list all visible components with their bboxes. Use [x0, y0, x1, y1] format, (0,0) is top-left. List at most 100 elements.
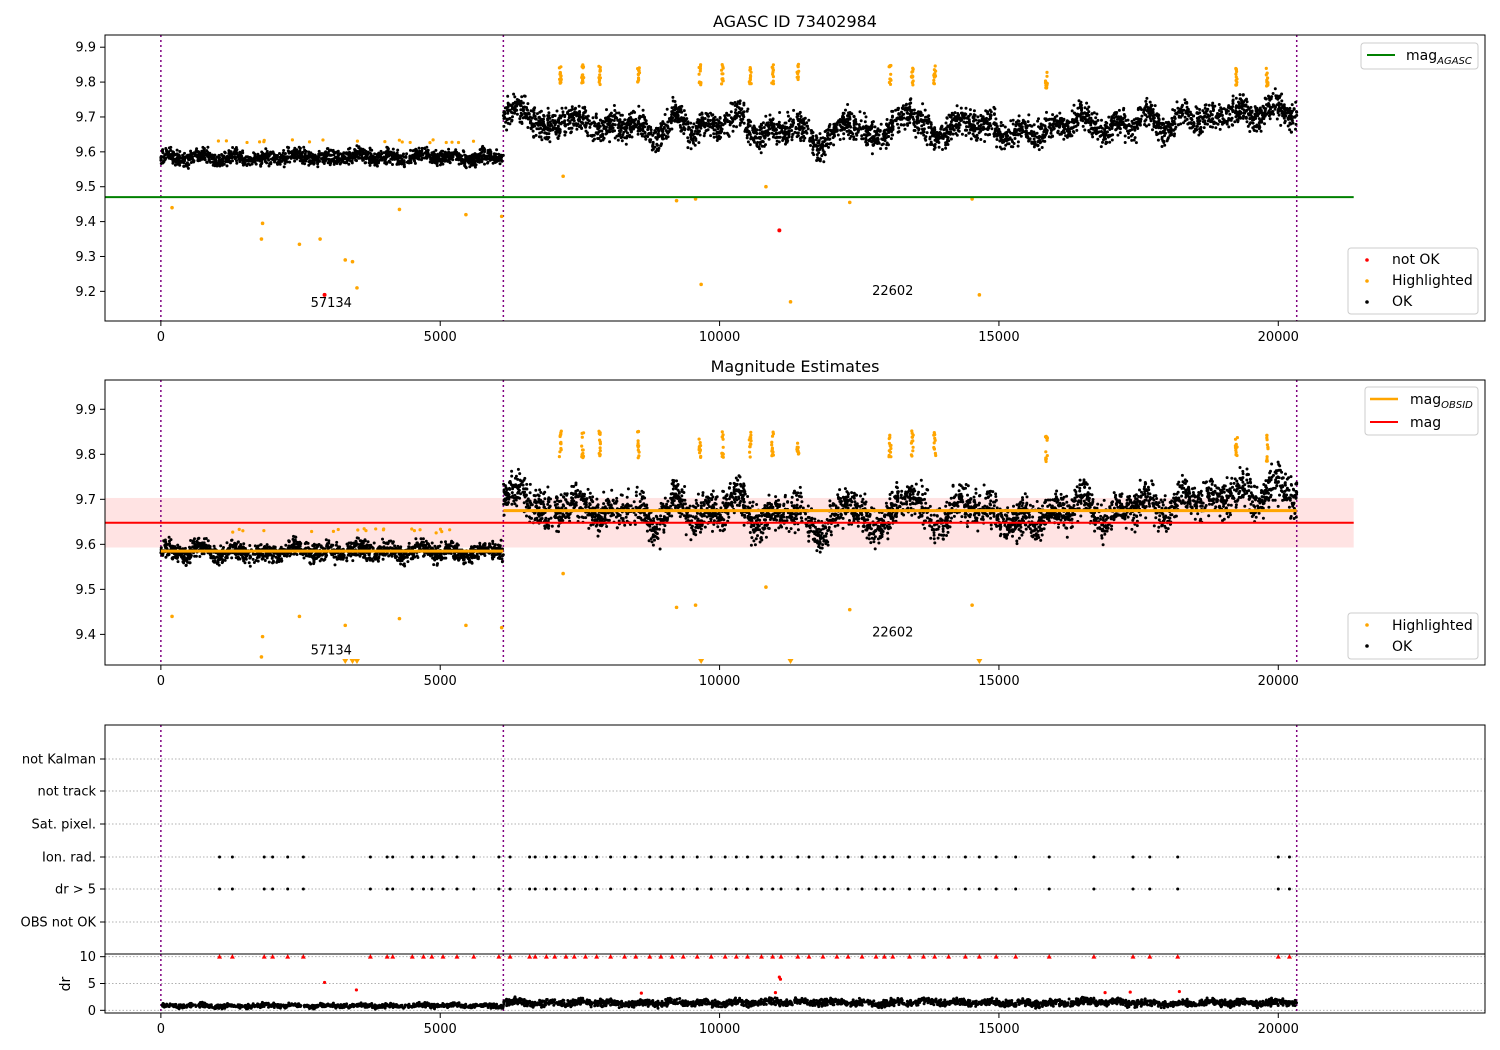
- ok-point: [1189, 116, 1193, 120]
- ok-point: [871, 136, 875, 140]
- ok-point: [1164, 131, 1167, 135]
- ok-point: [594, 114, 598, 118]
- ok-point: [811, 134, 815, 138]
- ok-point: [789, 117, 792, 121]
- ok-point: [891, 109, 895, 113]
- ok-point: [1030, 124, 1033, 128]
- ok-point: [592, 120, 596, 124]
- ok-point: [577, 119, 581, 123]
- ok-point: [391, 147, 395, 151]
- ok-point: [620, 123, 624, 127]
- ok-point: [1136, 108, 1140, 112]
- ok-point: [485, 154, 489, 158]
- ok-point: [1132, 118, 1136, 122]
- ok-point: [1079, 113, 1082, 117]
- ok-point: [502, 124, 506, 128]
- ok-point: [353, 156, 357, 160]
- ok-point: [941, 148, 944, 151]
- ok-point: [965, 128, 969, 132]
- ok-point: [174, 160, 178, 164]
- ok-point: [953, 111, 957, 115]
- ok-point: [730, 101, 734, 105]
- ok-point: [1244, 103, 1248, 107]
- ok-point: [1188, 126, 1192, 130]
- ok-point: [405, 152, 409, 156]
- ok-point: [1110, 125, 1114, 129]
- ok-point: [467, 161, 471, 165]
- ok-point: [526, 108, 529, 112]
- ok-point: [1291, 121, 1295, 125]
- ok-point: [312, 161, 316, 165]
- ok-point: [390, 155, 394, 159]
- ok-point: [1115, 111, 1119, 114]
- ok-point: [1064, 134, 1068, 138]
- ok-point: [727, 134, 731, 138]
- ok-point: [1202, 126, 1206, 130]
- ok-point: [807, 118, 811, 122]
- ok-point: [211, 160, 215, 164]
- ok-point: [745, 134, 749, 137]
- ok-point: [256, 152, 260, 156]
- ok-point: [1278, 94, 1282, 98]
- ok-point: [442, 156, 446, 160]
- ok-point: [170, 156, 174, 160]
- ok-point: [1233, 120, 1237, 124]
- ok-point: [1130, 128, 1134, 131]
- ok-point: [891, 114, 894, 118]
- ok-point: [1258, 109, 1262, 113]
- ok-point: [1275, 95, 1279, 99]
- ok-point: [914, 135, 918, 139]
- ok-point: [336, 149, 340, 153]
- highlighted-point: [720, 63, 724, 67]
- ok-point: [195, 155, 199, 159]
- ok-point: [752, 138, 755, 142]
- ok-point: [966, 115, 970, 119]
- ok-point: [353, 148, 357, 151]
- ok-point: [1253, 105, 1257, 109]
- ok-point: [827, 145, 830, 149]
- ok-point: [885, 143, 889, 147]
- ok-point: [742, 121, 746, 125]
- ok-point: [988, 133, 992, 136]
- ok-point: [376, 159, 380, 163]
- ok-point: [1257, 125, 1261, 128]
- highlighted-point: [581, 79, 585, 83]
- ok-point: [815, 159, 819, 162]
- ok-point: [649, 131, 653, 134]
- ok-point: [223, 150, 227, 154]
- ok-point: [459, 156, 462, 160]
- ok-point: [1151, 108, 1155, 111]
- ok-point: [633, 119, 637, 122]
- ok-point: [1062, 122, 1065, 126]
- ok-point: [987, 117, 991, 121]
- ok-point: [484, 157, 488, 161]
- ok-point: [414, 147, 418, 151]
- ok-point: [983, 140, 987, 143]
- ok-point: [1001, 123, 1005, 127]
- ok-point: [1189, 121, 1193, 125]
- ok-point: [1135, 123, 1139, 127]
- ok-point: [412, 158, 416, 162]
- ok-point: [795, 135, 799, 139]
- ok-point: [1279, 123, 1283, 127]
- ok-point: [1271, 110, 1275, 113]
- ok-point: [985, 127, 989, 131]
- ok-point: [651, 145, 655, 148]
- ok-point: [858, 110, 862, 114]
- ok-point: [1195, 128, 1199, 132]
- ok-point: [1140, 114, 1144, 118]
- ok-point: [1123, 134, 1127, 138]
- highlighted-point: [698, 69, 702, 73]
- ok-point: [387, 154, 391, 158]
- ok-point: [916, 131, 920, 135]
- ok-point: [1240, 104, 1244, 108]
- ok-point: [367, 161, 371, 165]
- ok-point: [425, 145, 429, 149]
- ok-point: [388, 160, 392, 164]
- ok-point: [543, 136, 547, 140]
- ok-point: [1214, 121, 1218, 125]
- ok-point: [1259, 129, 1263, 133]
- ok-point: [1039, 124, 1043, 128]
- ok-point: [1290, 109, 1294, 113]
